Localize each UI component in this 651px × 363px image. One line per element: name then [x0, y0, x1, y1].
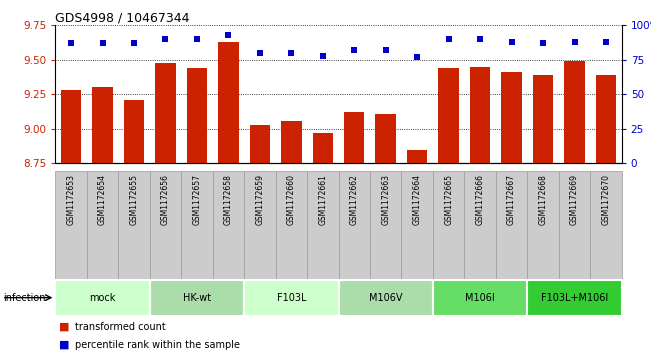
Text: GSM1172663: GSM1172663	[381, 174, 390, 225]
Point	[286, 50, 296, 56]
Text: infection: infection	[3, 293, 46, 303]
Bar	[533, 75, 553, 363]
FancyBboxPatch shape	[307, 171, 339, 280]
Bar	[187, 68, 207, 363]
Text: transformed count: transformed count	[75, 322, 165, 332]
Text: GSM1172655: GSM1172655	[130, 174, 139, 225]
Text: percentile rank within the sample: percentile rank within the sample	[75, 340, 240, 350]
FancyBboxPatch shape	[150, 171, 181, 280]
Point	[160, 36, 171, 42]
Bar	[407, 150, 428, 363]
Point	[601, 39, 611, 45]
Point	[443, 36, 454, 42]
Text: GSM1172662: GSM1172662	[350, 174, 359, 225]
Point	[255, 50, 265, 56]
FancyBboxPatch shape	[527, 171, 559, 280]
FancyBboxPatch shape	[244, 280, 339, 316]
Bar	[376, 114, 396, 363]
FancyBboxPatch shape	[464, 171, 496, 280]
Text: GSM1172667: GSM1172667	[507, 174, 516, 225]
Text: F103L+M106I: F103L+M106I	[541, 293, 608, 303]
Text: GSM1172664: GSM1172664	[413, 174, 422, 225]
Point	[412, 54, 422, 60]
FancyBboxPatch shape	[213, 171, 244, 280]
Text: GSM1172670: GSM1172670	[602, 174, 611, 225]
Bar	[61, 90, 81, 363]
Bar	[344, 112, 365, 363]
Point	[191, 36, 202, 42]
Bar	[501, 72, 522, 363]
Bar	[155, 63, 176, 363]
FancyBboxPatch shape	[118, 171, 150, 280]
Point	[349, 47, 359, 53]
Text: GSM1172659: GSM1172659	[255, 174, 264, 225]
Text: GSM1172665: GSM1172665	[444, 174, 453, 225]
Text: GSM1172660: GSM1172660	[287, 174, 296, 225]
FancyBboxPatch shape	[55, 171, 87, 280]
FancyBboxPatch shape	[496, 171, 527, 280]
Point	[318, 53, 328, 59]
Text: GSM1172658: GSM1172658	[224, 174, 233, 225]
FancyBboxPatch shape	[433, 280, 527, 316]
Bar	[124, 100, 145, 363]
Text: GSM1172668: GSM1172668	[538, 174, 547, 225]
Point	[223, 32, 234, 38]
FancyBboxPatch shape	[370, 171, 402, 280]
Text: mock: mock	[89, 293, 116, 303]
Point	[538, 40, 548, 46]
Point	[129, 40, 139, 46]
FancyBboxPatch shape	[339, 171, 370, 280]
Text: GSM1172654: GSM1172654	[98, 174, 107, 225]
FancyBboxPatch shape	[87, 171, 118, 280]
FancyBboxPatch shape	[433, 171, 464, 280]
Point	[66, 40, 76, 46]
FancyBboxPatch shape	[275, 171, 307, 280]
Bar	[470, 67, 490, 363]
FancyBboxPatch shape	[590, 171, 622, 280]
Text: GSM1172661: GSM1172661	[318, 174, 327, 225]
FancyBboxPatch shape	[559, 171, 590, 280]
FancyBboxPatch shape	[527, 280, 622, 316]
Bar	[249, 125, 270, 363]
Point	[506, 39, 517, 45]
Text: ■: ■	[59, 340, 69, 350]
Point	[475, 36, 485, 42]
Text: ■: ■	[59, 322, 69, 332]
Text: GSM1172666: GSM1172666	[476, 174, 484, 225]
FancyBboxPatch shape	[402, 171, 433, 280]
Text: GDS4998 / 10467344: GDS4998 / 10467344	[55, 11, 190, 24]
Point	[569, 39, 579, 45]
Text: HK-wt: HK-wt	[183, 293, 211, 303]
Point	[380, 47, 391, 53]
Text: F103L: F103L	[277, 293, 306, 303]
Text: GSM1172657: GSM1172657	[193, 174, 201, 225]
Text: GSM1172669: GSM1172669	[570, 174, 579, 225]
Text: M106I: M106I	[465, 293, 495, 303]
FancyBboxPatch shape	[150, 280, 244, 316]
Point	[97, 40, 107, 46]
Bar	[92, 87, 113, 363]
Bar	[564, 61, 585, 363]
Bar	[438, 68, 459, 363]
Bar	[312, 133, 333, 363]
Bar	[596, 75, 616, 363]
Text: M106V: M106V	[369, 293, 402, 303]
Bar	[218, 42, 239, 363]
FancyBboxPatch shape	[55, 280, 150, 316]
FancyBboxPatch shape	[181, 171, 213, 280]
FancyBboxPatch shape	[244, 171, 275, 280]
Text: GSM1172653: GSM1172653	[66, 174, 76, 225]
Text: GSM1172656: GSM1172656	[161, 174, 170, 225]
Bar	[281, 121, 301, 363]
FancyBboxPatch shape	[339, 280, 433, 316]
